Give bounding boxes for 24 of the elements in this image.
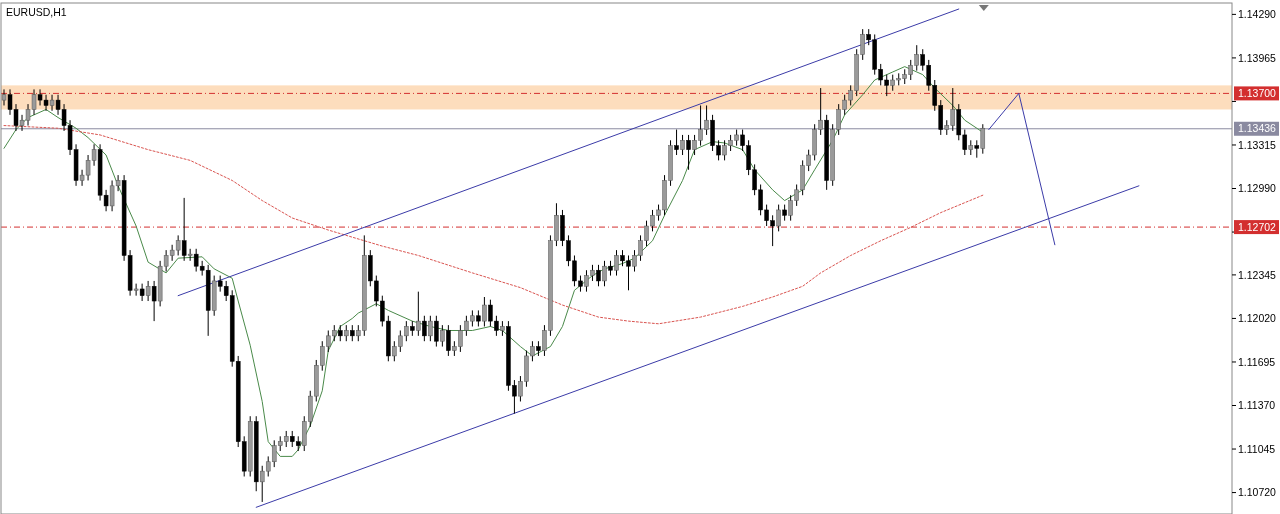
y-tick-label: 1.10720 bbox=[1238, 486, 1277, 499]
candlestick bbox=[422, 315, 427, 342]
candlestick bbox=[434, 315, 439, 348]
y-tick-label: 1.13315 bbox=[1238, 138, 1277, 151]
line-series bbox=[3, 125, 984, 325]
candlestick bbox=[674, 129, 679, 156]
y-tick-label: 1.11370 bbox=[1238, 399, 1276, 412]
y-tick-label: 1.11045 bbox=[1238, 442, 1276, 455]
y-tick-label: 1.12990 bbox=[1238, 182, 1277, 195]
ref-line-label: 1.13700 bbox=[1238, 87, 1277, 100]
candlestick bbox=[181, 197, 187, 262]
chart-title: EURUSD,H1 bbox=[6, 6, 67, 18]
candlestick bbox=[151, 280, 157, 322]
y-tick-label: 1.13965 bbox=[1238, 51, 1277, 64]
y-tick-label: 1.12345 bbox=[1238, 268, 1277, 281]
y-tick-label: 1.14290 bbox=[1238, 8, 1277, 21]
ref-line-label: 1.12702 bbox=[1238, 220, 1277, 233]
candlestick bbox=[446, 324, 451, 357]
candlestick bbox=[596, 264, 601, 287]
ref-line-label: 1.13436 bbox=[1238, 122, 1277, 135]
candlestick bbox=[686, 134, 691, 171]
y-tick-label: 1.11695 bbox=[1238, 355, 1276, 368]
y-tick-label: 1.12020 bbox=[1238, 312, 1277, 325]
candlestick bbox=[139, 283, 145, 302]
